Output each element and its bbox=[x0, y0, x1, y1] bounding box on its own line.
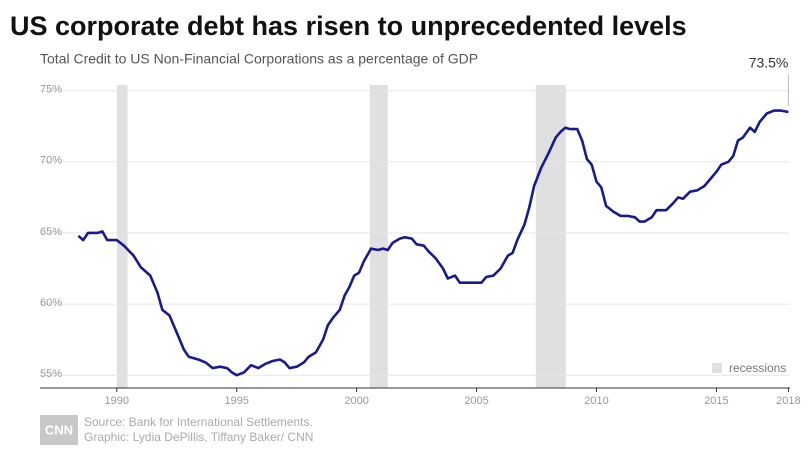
chart-title: US corporate debt has risen to unprecede… bbox=[10, 11, 687, 41]
recession-band bbox=[369, 85, 388, 388]
data-line bbox=[77, 109, 789, 377]
svg-text:CNN: CNN bbox=[45, 422, 73, 437]
y-tick-label: 65% bbox=[40, 226, 62, 238]
annotation-label: 73.5% bbox=[749, 55, 789, 71]
legend-label: recessions bbox=[729, 361, 786, 375]
x-tick-label: 1990 bbox=[105, 395, 129, 407]
x-tick-label: 2018 bbox=[776, 395, 800, 407]
x-tick-label: 2000 bbox=[344, 395, 368, 407]
y-tick-label: 75% bbox=[40, 84, 62, 96]
y-tick-label: 60% bbox=[40, 297, 62, 309]
recession-band bbox=[116, 85, 128, 388]
x-tick-label: 2005 bbox=[464, 395, 488, 407]
x-tick-label: 2010 bbox=[584, 395, 608, 407]
x-tick-label: 1995 bbox=[224, 395, 248, 407]
credit: Graphic: Lydia DePillis, Tiffany Baker/ … bbox=[84, 430, 313, 444]
recession-band bbox=[535, 85, 566, 388]
y-tick-label: 70% bbox=[40, 155, 62, 167]
source: Source: Bank for International Settlemen… bbox=[84, 415, 313, 429]
legend-swatch bbox=[712, 363, 722, 373]
x-tick-label: 2015 bbox=[704, 395, 728, 407]
chart-subtitle: Total Credit to US Non-Financial Corpora… bbox=[40, 51, 478, 67]
cnn-logo: CNN bbox=[40, 415, 78, 445]
y-tick-label: 55% bbox=[40, 368, 62, 380]
